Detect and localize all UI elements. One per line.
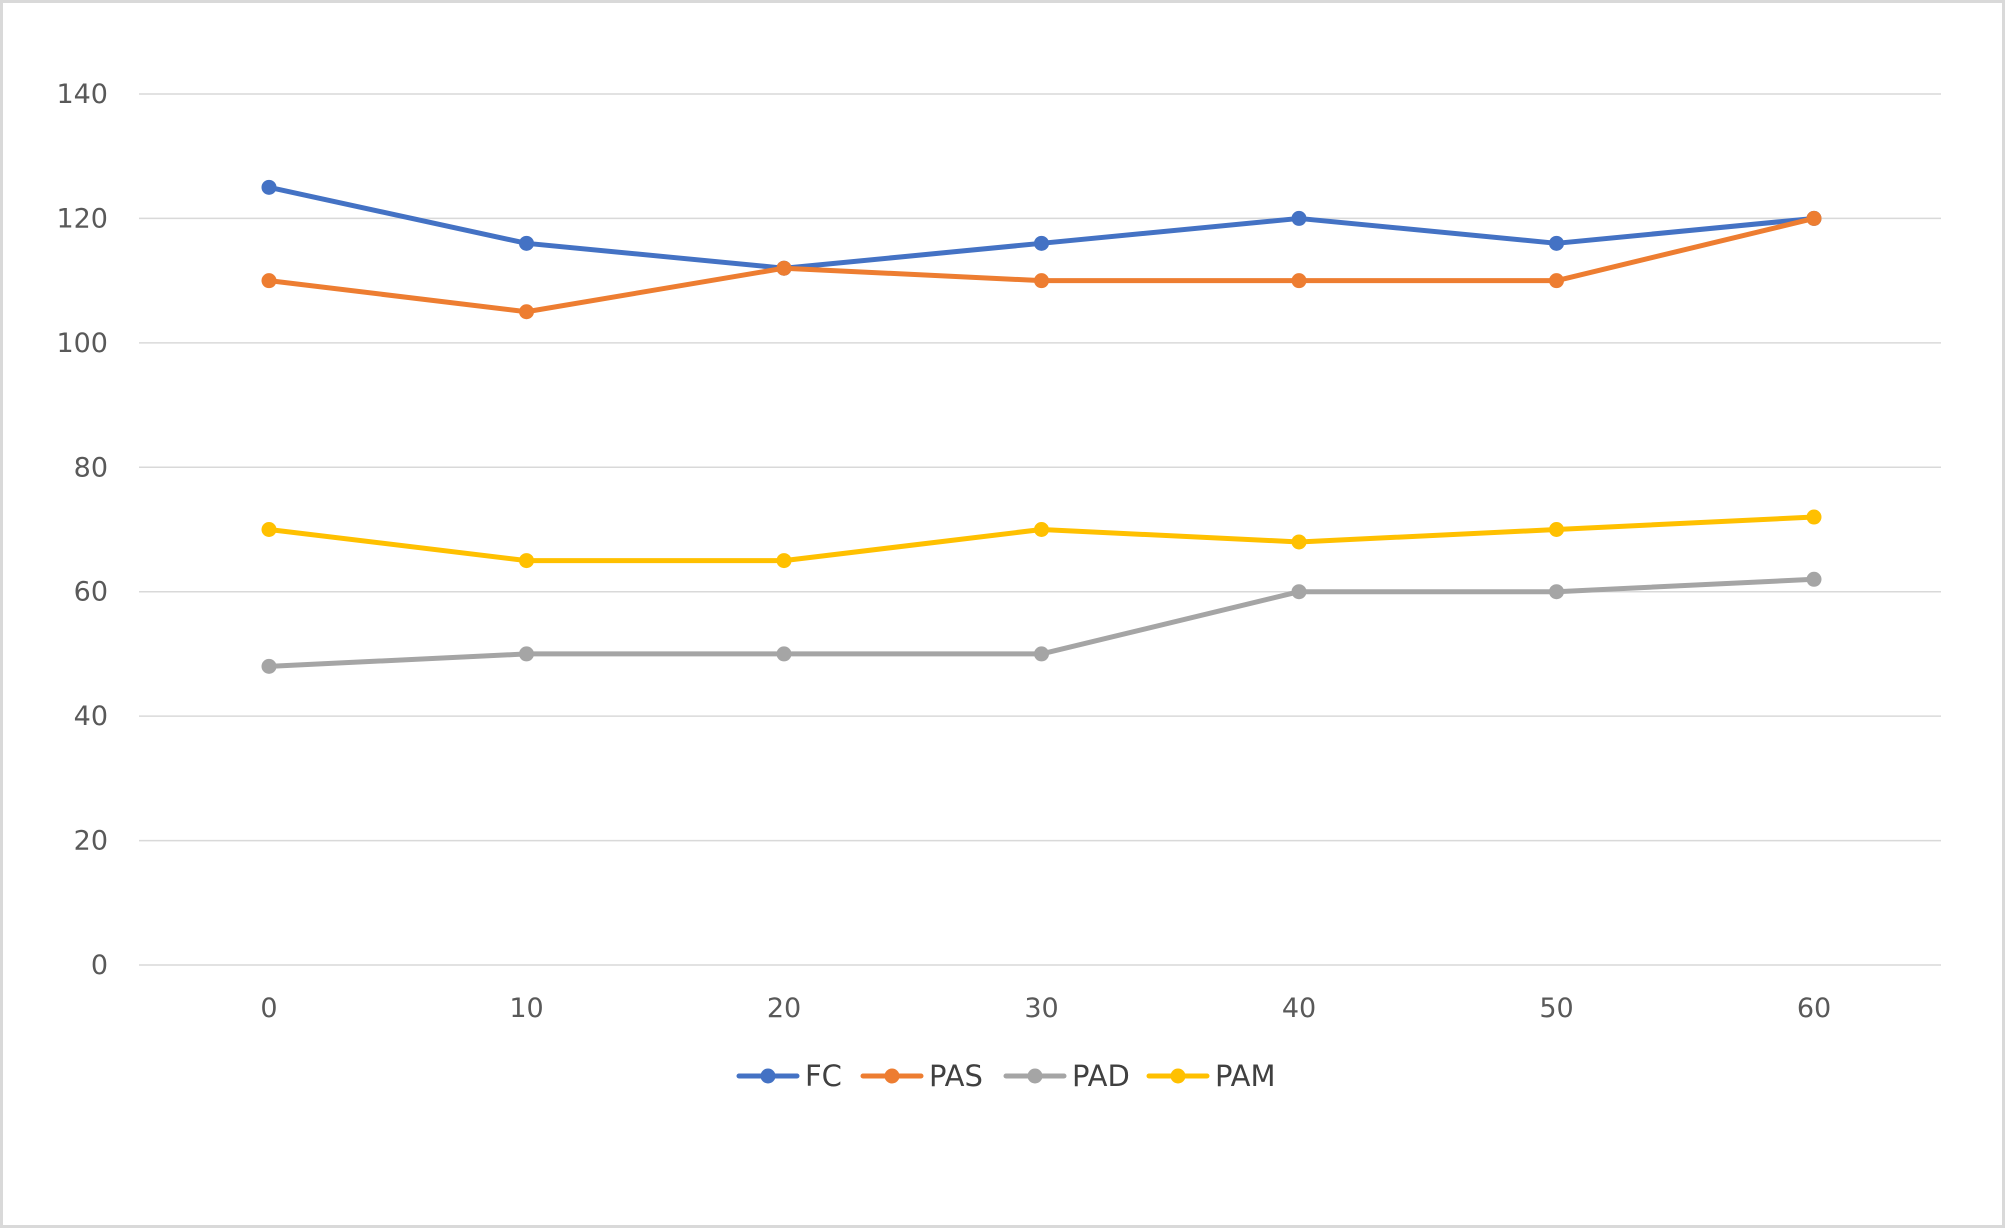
- series-line: [266, 184, 1817, 271]
- data-point: [1034, 235, 1049, 251]
- data-point: [1291, 584, 1307, 600]
- series-fc: [261, 179, 1822, 276]
- data-point: [1549, 273, 1564, 289]
- x-tick-label: 10: [509, 993, 543, 1024]
- series-pad: [261, 571, 1822, 674]
- data-point: [519, 304, 534, 320]
- data-point: [1549, 235, 1564, 251]
- data-point: [1806, 210, 1822, 226]
- data-point: [1291, 273, 1307, 289]
- data-point: [261, 273, 277, 289]
- data-point: [1034, 646, 1049, 662]
- data-point: [261, 658, 277, 674]
- data-point: [261, 522, 277, 537]
- y-tick-label: 80: [74, 452, 108, 483]
- data-point: [1291, 210, 1307, 226]
- legend-label: PAM: [1215, 1059, 1276, 1093]
- legend-swatch-marker: [1027, 1068, 1043, 1084]
- x-tick-label: 50: [1539, 993, 1573, 1024]
- data-point: [519, 553, 534, 569]
- data-point: [1806, 509, 1822, 525]
- gridlines: [139, 93, 1941, 966]
- legend-label: PAS: [929, 1059, 983, 1093]
- legend-swatch-marker: [884, 1068, 900, 1084]
- y-tick-label: 120: [56, 203, 108, 234]
- data-point: [1034, 522, 1049, 537]
- legend-item-pas: PAS: [860, 1059, 983, 1093]
- y-axis-ticks: 0 20 40 60 80 100 120 140: [56, 79, 108, 981]
- x-tick-label: 40: [1282, 993, 1316, 1024]
- data-point: [1291, 534, 1307, 550]
- data-point: [519, 235, 534, 251]
- y-tick-label: 60: [74, 577, 108, 608]
- data-point: [261, 179, 277, 195]
- legend-swatch-marker: [760, 1068, 776, 1084]
- legend-item-pam: PAM: [1146, 1059, 1276, 1093]
- data-point: [1034, 273, 1049, 289]
- line-chart: 0 20 40 60 80 100 120 140 0 10 20 30 40 50 60 FC PAS PA…: [56, 79, 1941, 1093]
- data-point: [1806, 571, 1822, 587]
- y-tick-label: 100: [56, 328, 108, 359]
- x-tick-label: 0: [260, 993, 277, 1024]
- data-point: [776, 260, 792, 276]
- y-tick-label: 140: [56, 79, 108, 110]
- x-tick-label: 60: [1797, 993, 1831, 1024]
- data-point: [776, 553, 792, 569]
- legend-label: FC: [805, 1059, 842, 1093]
- x-tick-label: 20: [767, 993, 801, 1024]
- legend-item-pad: PAD: [1003, 1059, 1130, 1093]
- series-lines: [261, 179, 1822, 674]
- y-tick-label: 0: [91, 950, 108, 981]
- data-point: [1549, 522, 1564, 537]
- legend-label: PAD: [1072, 1059, 1130, 1093]
- legend-swatch-marker: [1170, 1068, 1186, 1084]
- y-tick-label: 20: [74, 826, 108, 857]
- series-line: [266, 215, 1817, 315]
- data-point: [1549, 584, 1564, 600]
- legend: FC PAS PAD PAM: [736, 1059, 1276, 1093]
- data-point: [519, 646, 534, 662]
- data-point: [776, 646, 792, 662]
- series-pam: [261, 509, 1822, 569]
- y-tick-label: 40: [74, 701, 108, 732]
- x-tick-label: 30: [1024, 993, 1058, 1024]
- legend-item-fc: FC: [736, 1059, 842, 1093]
- series-pas: [261, 210, 1822, 320]
- x-axis-ticks: 0 10 20 30 40 50 60: [260, 993, 1831, 1024]
